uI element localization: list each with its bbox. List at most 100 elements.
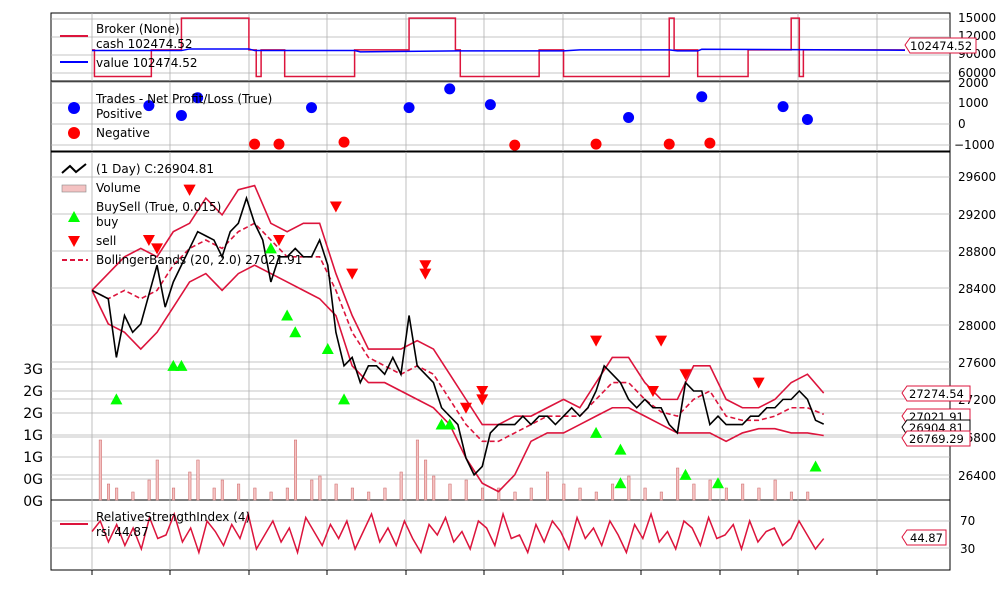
volume-tick-5: 0G [23,472,43,488]
volume-bar-17 [318,475,322,501]
broker-last-value-tag: 102474.52 [904,37,977,54]
trade-positive-point-3 [306,102,318,114]
sell-marker-8 [419,268,432,280]
price-y-ticks: 29600 29200 28800 28400 28000 27600 2720… [958,170,996,483]
trades-y-ticks: 2000 1000 0 −1000 [954,76,995,152]
legend-bollinger: BollingerBands (20, 2.0) 27021.91 [96,253,302,267]
volume-bar-6 [172,487,176,501]
rsi-y-ticks: 70 30 [960,514,975,556]
legend-buysell: BuySell (True, 0.015) [96,200,221,214]
volume-bar-1 [107,483,111,501]
price-last-value-tags: 27274.54 27021.91 26904.81 26769.29 [901,385,971,447]
trade-negative-point-6 [704,137,716,149]
volume-bar-42 [708,479,712,501]
volume-bar-32 [546,471,550,501]
volume-tick-4: 1G [23,450,43,466]
trade-positive-point-1 [175,110,187,122]
sell-marker-14 [655,335,668,347]
buy-marker-11 [614,443,627,455]
volume-tick-0: 3G [23,362,43,378]
buy-marker-15 [809,460,822,472]
price-tick-1: 29200 [958,208,996,222]
sell-marker-15 [679,369,692,381]
sell-marker-5 [329,201,342,213]
volume-bar-47 [789,491,793,501]
legend-rsi-title: RelativeStrengthIndex (4) [96,510,250,524]
volume-bar-41 [692,483,696,501]
grid-lines [51,13,950,575]
volume-tick-3: 1G [23,428,43,444]
sell-marker-0 [142,235,155,247]
volume-bar-33 [562,483,566,501]
trades-tick-1: 1000 [958,96,989,110]
volume-bar-39 [659,491,663,501]
legend-marker-positive [68,102,80,114]
legend-trades-title: Trades - Net Profit/Loss (True) [95,92,272,106]
sell-marker-1 [151,243,164,255]
volume-bar-22 [399,471,403,501]
sell-marker-7 [419,260,432,272]
rsi-legend: RelativeStrengthIndex (4) rsi 44.87 [60,510,250,539]
buy-marker-8 [435,418,448,430]
volume-bar-43 [724,487,728,501]
volume-bar-44 [741,483,745,501]
buy-marker-9 [443,418,456,430]
trade-positive-point-5 [444,83,456,95]
bollinger-mid-line [91,222,824,443]
volume-bar-38 [643,487,647,501]
volume-bar-13 [269,491,273,501]
sell-marker-3 [183,184,196,196]
legend-positive: Positive [96,107,142,121]
volume-bar-12 [253,487,257,501]
legend-marker-sell [68,236,80,247]
volume-bar-15 [294,439,297,501]
price-tick-5: 27600 [958,356,996,370]
volume-bar-14 [285,487,289,501]
trade-positive-point-0 [143,100,155,112]
buy-marker-1 [167,359,180,371]
legend-value: value 102474.52 [96,56,197,70]
volume-tick-6: 0G [23,494,43,510]
trades-tick-2: 0 [958,117,966,131]
buy-marker-0 [110,393,123,405]
bollinger-bottom-line [91,264,824,493]
trade-negative-point-1 [273,138,285,150]
bb-bot-tag-box [901,430,971,447]
trade-negative-point-0 [249,138,261,150]
trade-positive-point-9 [777,101,789,113]
sell-marker-4 [272,235,285,247]
volume-bar-8 [196,459,200,501]
volume-bar-11 [237,483,241,501]
legend-marker-buy [68,211,80,222]
sell-marker-16 [752,377,765,389]
volume-bar-46 [773,479,777,501]
bollinger-top-line [91,184,825,426]
volume-bar-24 [424,459,428,501]
volume-y-ticks: 3G 2G 2G 1G 1G 0G 0G [23,362,43,510]
volume-bar-5 [155,459,159,501]
volume-bar-7 [188,471,192,501]
broker-tag-text: 102474.52 [910,39,972,53]
trades-tick-0: 2000 [958,76,989,90]
trade-negative-point-4 [590,138,602,150]
trade-positive-point-10 [801,113,813,125]
sell-marker-12 [590,335,603,347]
volume-tick-1: 2G [23,384,43,400]
bb-top-tag-box [901,385,971,402]
price-tick-8: 26400 [958,469,996,483]
volume-bar-23 [415,439,419,501]
broker-tag-box [904,37,977,54]
buy-marker-6 [321,343,334,355]
buy-marker-5 [289,326,302,338]
rsi-panel-frame [50,499,951,571]
price-tick-4: 28000 [958,319,996,333]
price-tick-0: 29600 [958,170,996,184]
trades-tick-3: −1000 [954,138,995,152]
broker-legend: Broker (None) cash 102474.52 value 10247… [60,22,197,70]
volume-bar-29 [497,487,501,501]
broker-series-value [92,48,906,53]
legend-broker-title: Broker (None) [96,22,180,36]
sell-marker-11 [476,394,489,406]
